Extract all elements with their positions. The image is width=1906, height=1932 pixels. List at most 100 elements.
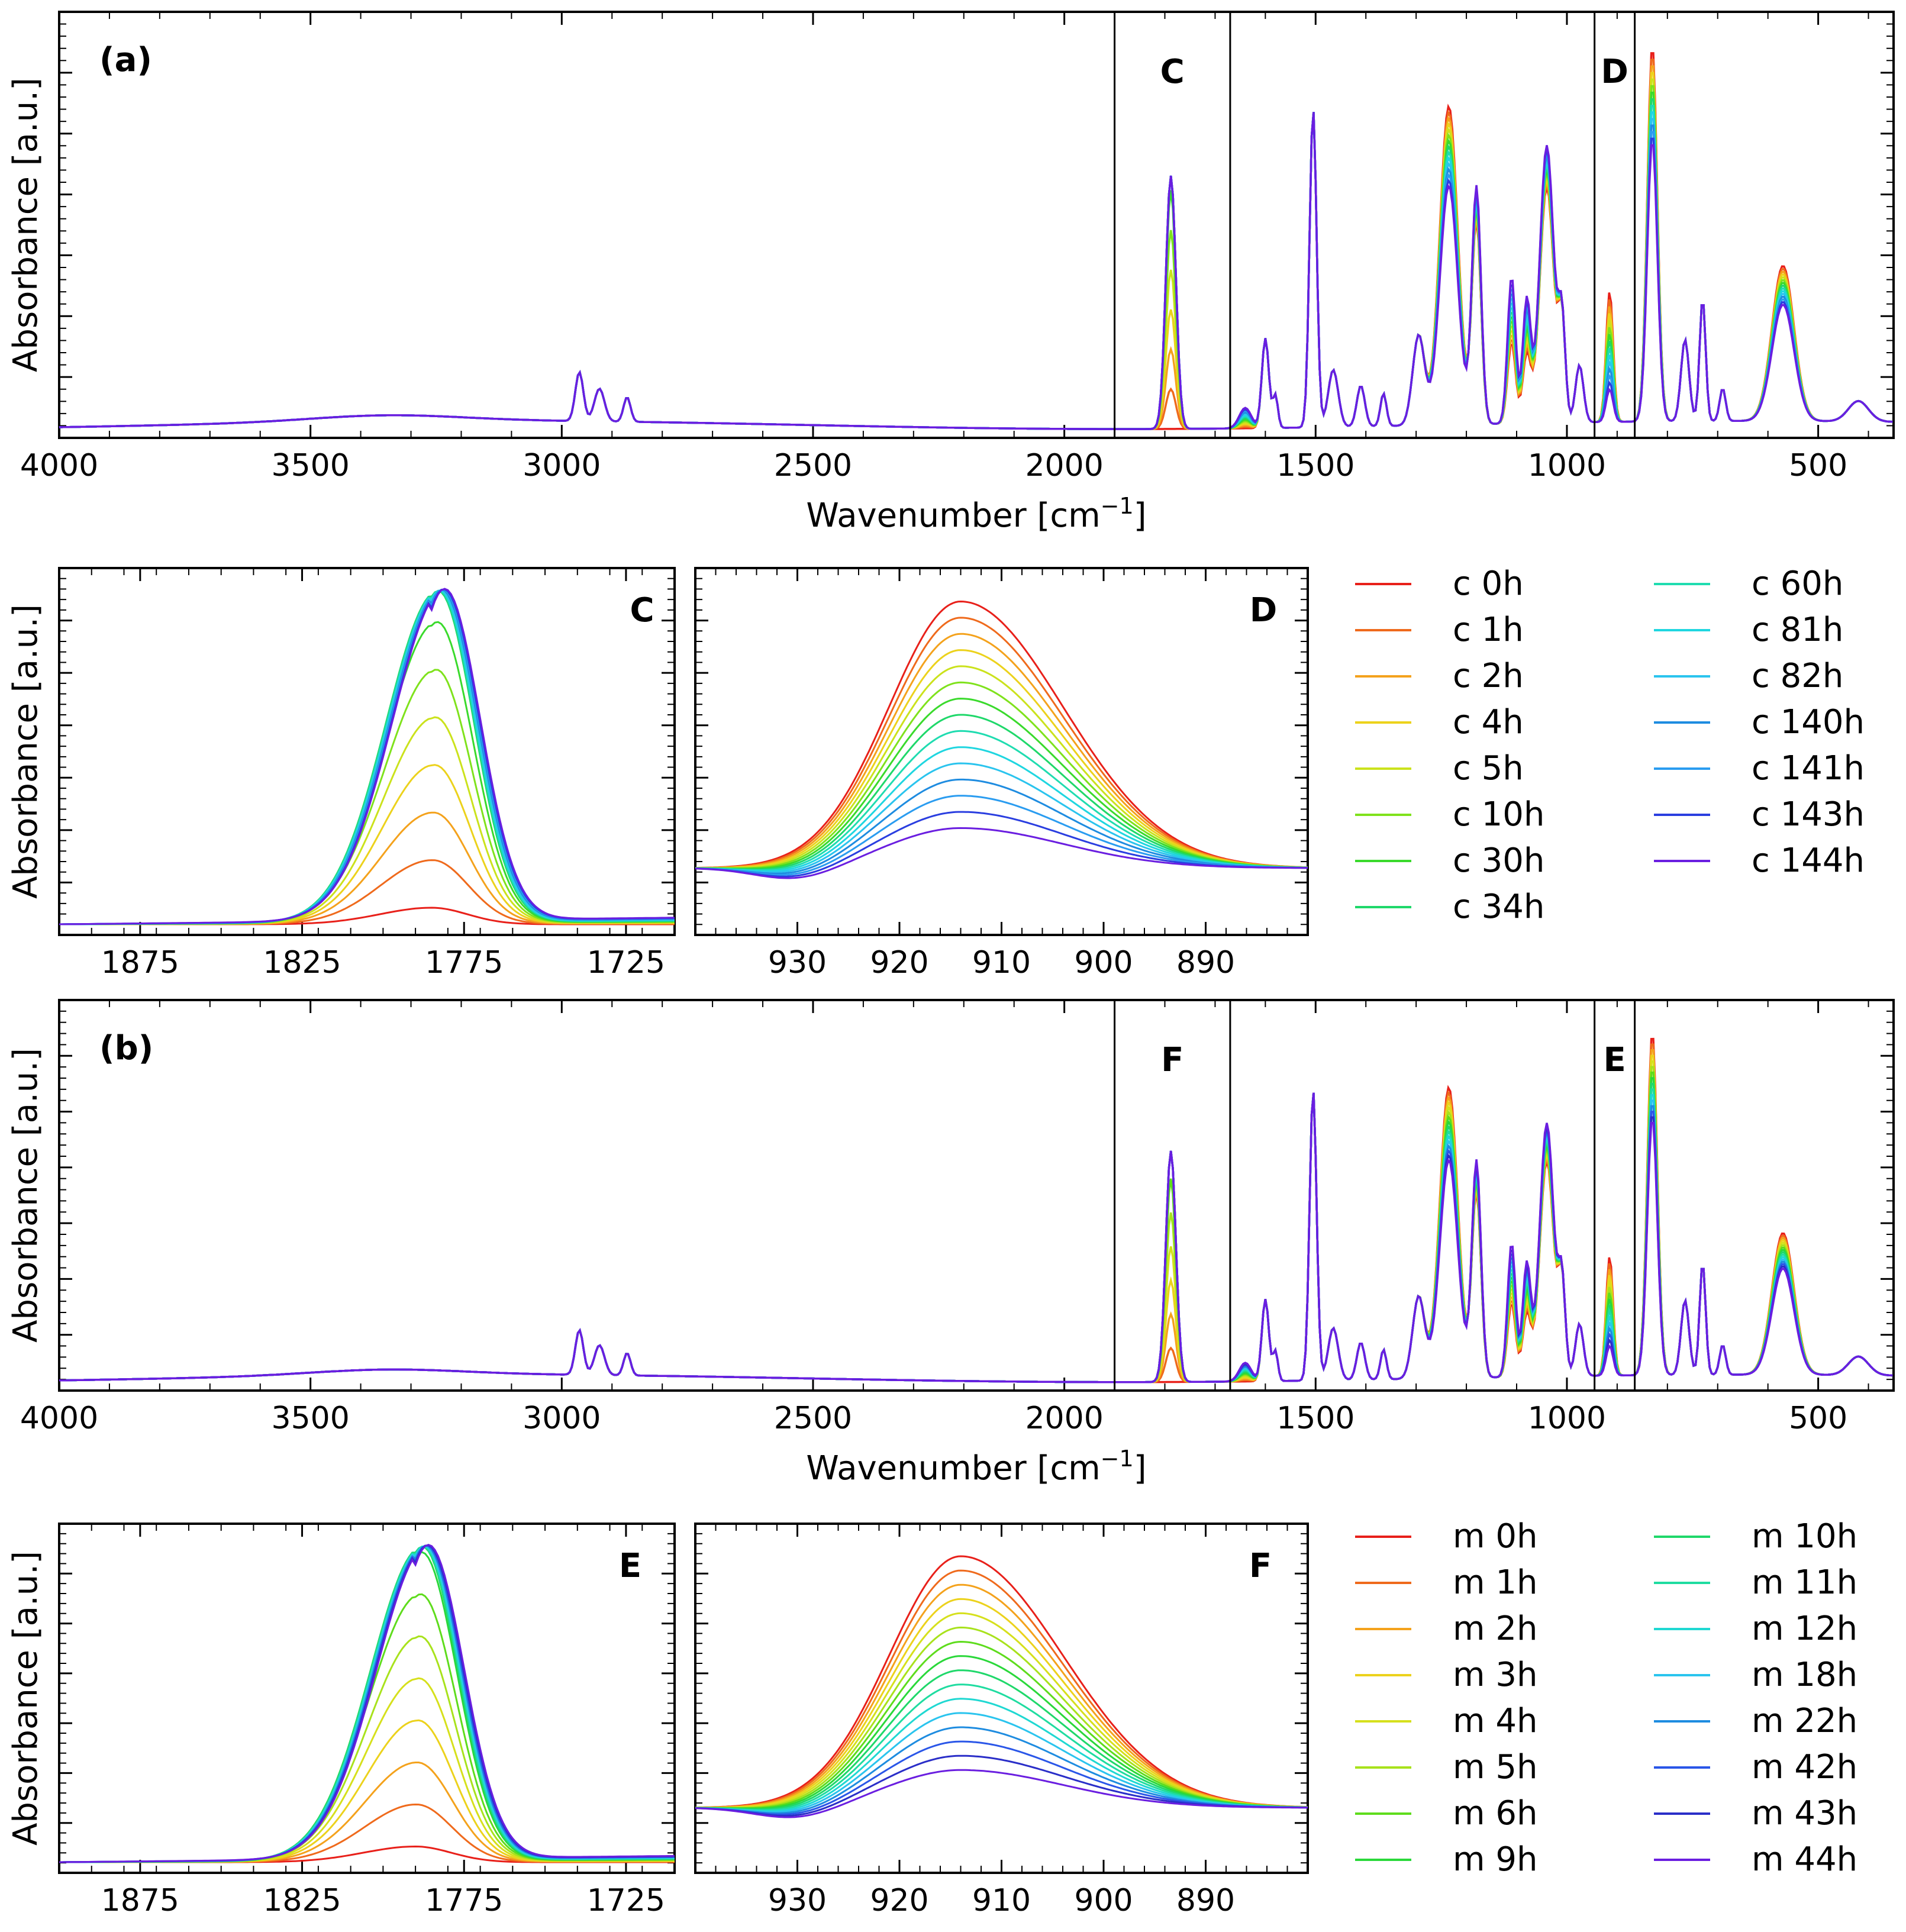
legend-label: m 4h — [1453, 1702, 1537, 1740]
legend-label: m 43h — [1752, 1794, 1857, 1833]
x-tick-label: 1825 — [263, 945, 341, 980]
x-tick-label: 1875 — [101, 1883, 179, 1918]
series-line-m-3h — [695, 1598, 1308, 1809]
legend-label: c 4h — [1453, 703, 1524, 741]
series-group-C — [59, 588, 675, 925]
series-line-c-81h — [695, 746, 1308, 872]
series-line-c-1h — [59, 859, 675, 925]
x-tick-label: 4000 — [20, 1401, 98, 1436]
series-group-E — [59, 1543, 675, 1863]
legend-label: m 1h — [1453, 1563, 1537, 1602]
plot-frame-b — [58, 999, 1895, 1392]
series-line-c-1h — [59, 59, 1893, 430]
series-line-c-0h — [59, 52, 1893, 430]
series-line-c-30h — [59, 91, 1893, 430]
x-tick-label: 1725 — [587, 945, 665, 980]
legend-label: c 81h — [1752, 611, 1843, 649]
series-line-m-6h — [59, 1071, 1893, 1383]
series-line-m-3h — [59, 1719, 675, 1863]
series-line-c-144h — [59, 112, 1893, 430]
series-line-c-10h — [695, 681, 1308, 869]
series-line-m-0h — [695, 1555, 1308, 1809]
x-tick-label: 3500 — [271, 1401, 349, 1436]
series-line-c-141h — [695, 795, 1308, 876]
legend-label: m 11h — [1752, 1563, 1857, 1602]
legend-label: m 5h — [1453, 1748, 1537, 1786]
legend-label: c 0h — [1453, 565, 1524, 603]
x-tick-label: 2000 — [1025, 1401, 1103, 1436]
legend-label: c 60h — [1752, 565, 1843, 603]
series-line-c-4h — [59, 72, 1893, 430]
series-line-m-18h — [59, 1092, 1893, 1383]
series-line-c-5h — [59, 78, 1893, 430]
series-line-m-5h — [59, 1066, 1893, 1383]
y-axis-label: Absorbance [a.u.] — [7, 78, 45, 372]
legend-label: c 34h — [1453, 888, 1544, 926]
x-tick-label: 3000 — [523, 1401, 601, 1436]
x-tick-label: 4000 — [20, 448, 98, 483]
series-line-m-22h — [59, 1092, 1893, 1383]
legend-label: m 3h — [1453, 1656, 1537, 1694]
panel-title-D: D — [1250, 591, 1277, 630]
y-axis-label: Absorbance [a.u.] — [7, 604, 45, 899]
x-tick-label: 1000 — [1528, 1401, 1606, 1436]
series-group-b — [59, 1037, 1893, 1383]
panel-title-E: E — [619, 1547, 641, 1585]
panel-title-F: F — [1249, 1547, 1272, 1585]
plot-frame-E — [58, 1523, 676, 1874]
series-line-m-0h — [59, 1037, 1893, 1383]
x-tick-label: 910 — [972, 1883, 1031, 1918]
x-tick-label: 1875 — [101, 945, 179, 980]
legend-label: c 1h — [1453, 611, 1524, 649]
series-line-m-44h — [695, 1769, 1308, 1818]
legend-label: c 143h — [1752, 795, 1865, 834]
panel-title-C: C — [630, 591, 654, 630]
x-tick-label: 920 — [870, 1883, 928, 1918]
series-line-c-144h — [695, 827, 1308, 879]
x-tick-label: 1500 — [1276, 448, 1354, 483]
legend-m: m 0h m 1h m 2h m 3h m 4h m 5h m 6h m 9h m 10h m 1… — [1355, 1517, 1857, 1879]
legend-label: m 9h — [1453, 1840, 1537, 1879]
series-line-c-144h — [59, 588, 675, 925]
series-line-m-2h — [59, 1049, 1893, 1383]
x-axis-label: Wavenumber [cm−1] — [806, 493, 1146, 535]
series-group-F — [695, 1555, 1308, 1818]
legend-label: c 2h — [1453, 657, 1524, 695]
legend-label: c 30h — [1453, 841, 1544, 880]
series-line-c-60h — [59, 105, 1893, 430]
legend-label: m 6h — [1453, 1794, 1537, 1833]
legend-label: c 5h — [1453, 749, 1524, 788]
x-tick-label: 1775 — [425, 1883, 503, 1918]
series-line-c-30h — [59, 621, 675, 925]
series-line-m-10h — [695, 1669, 1308, 1810]
x-tick-label: 900 — [1074, 1883, 1133, 1918]
series-line-m-1h — [695, 1569, 1308, 1809]
x-tick-label: 900 — [1074, 945, 1133, 980]
x-tick-label: 1500 — [1276, 1401, 1354, 1436]
series-line-c-34h — [59, 98, 1893, 430]
series-line-c-1h — [695, 617, 1308, 869]
series-line-m-43h — [59, 1092, 1893, 1383]
series-line-m-44h — [59, 1092, 1893, 1383]
x-tick-label: 2500 — [774, 1401, 852, 1436]
series-line-c-2h — [59, 65, 1893, 430]
series-line-m-10h — [59, 1082, 1893, 1383]
x-tick-label: 890 — [1176, 945, 1235, 980]
series-line-m-1h — [59, 1803, 675, 1863]
region-label-E: E — [1603, 1041, 1626, 1079]
series-line-m-2h — [695, 1583, 1308, 1809]
series-line-m-12h — [59, 1092, 1893, 1383]
region-label-D: D — [1601, 53, 1628, 91]
legend-label: m 12h — [1752, 1610, 1857, 1648]
series-line-c-4h — [59, 764, 675, 925]
y-axis-label: Absorbance [a.u.] — [7, 1551, 45, 1846]
x-tick-label: 2000 — [1025, 448, 1103, 483]
x-tick-label: 920 — [870, 945, 928, 980]
x-tick-label: 930 — [768, 1883, 827, 1918]
x-tick-label: 3000 — [523, 448, 601, 483]
x-tick-label: 500 — [1789, 448, 1847, 483]
legend-label: m 2h — [1453, 1610, 1537, 1648]
series-line-m-2h — [59, 1762, 675, 1863]
series-line-m-4h — [59, 1060, 1893, 1383]
